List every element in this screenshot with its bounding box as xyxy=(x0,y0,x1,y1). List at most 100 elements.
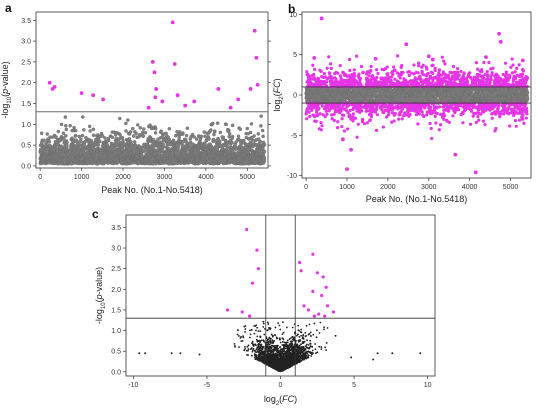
background-point xyxy=(525,90,530,95)
background-point xyxy=(136,123,140,127)
significant-point xyxy=(52,84,57,89)
background-point xyxy=(64,127,69,132)
background-point xyxy=(237,137,241,142)
significant-point xyxy=(172,62,177,66)
background-point xyxy=(252,134,256,138)
background-point xyxy=(65,140,69,145)
plot-frame-a xyxy=(35,11,269,169)
background-point xyxy=(259,114,263,118)
background-point xyxy=(161,142,166,147)
background-point xyxy=(61,131,66,135)
fc-point xyxy=(329,66,333,71)
significant-point xyxy=(150,60,155,64)
significant-point xyxy=(236,97,241,102)
y-axis-label-a-part: ) xyxy=(0,61,10,64)
fc-point xyxy=(468,122,473,126)
chart-a: 0 1000 2000 3000 4000 50000.00.51.01.52.02.53… xyxy=(0,11,271,195)
background-point xyxy=(63,115,68,119)
significant-point xyxy=(254,55,259,60)
background-point xyxy=(140,130,145,135)
significant-point xyxy=(216,87,221,91)
y-tick-label: 1.0 xyxy=(21,122,31,129)
fc-point xyxy=(369,64,373,69)
background-point xyxy=(120,135,125,140)
background-point xyxy=(258,139,262,144)
x-tick-label: 1000 xyxy=(74,174,90,181)
background-point xyxy=(80,133,85,138)
x-tick-label: 5000 xyxy=(239,174,255,181)
y-tick-label: 0.0 xyxy=(21,163,31,170)
fc-point xyxy=(330,113,334,117)
significant-point xyxy=(160,99,165,104)
background-point xyxy=(181,131,185,135)
background-point xyxy=(177,136,181,140)
background-point xyxy=(103,136,107,140)
background-point xyxy=(64,123,68,128)
y-tick-label: 2.5 xyxy=(21,59,31,66)
background-point xyxy=(224,122,228,127)
significant-point xyxy=(154,87,159,91)
background-point xyxy=(212,132,216,137)
background-point xyxy=(262,158,267,162)
significant-point xyxy=(252,28,257,33)
background-point xyxy=(110,135,115,140)
fc-point xyxy=(459,69,463,73)
background-point xyxy=(230,134,235,139)
background-point xyxy=(218,130,223,135)
background-point xyxy=(82,128,86,132)
background-point xyxy=(153,131,158,135)
background-point xyxy=(89,138,94,143)
background-point xyxy=(225,144,230,149)
background-point xyxy=(59,122,64,127)
background-point xyxy=(230,141,234,145)
background-point xyxy=(56,129,61,134)
significant-point xyxy=(248,87,253,91)
background-point xyxy=(199,134,204,139)
background-point xyxy=(143,130,148,135)
background-point xyxy=(96,143,101,147)
background-point xyxy=(118,116,122,121)
background-point xyxy=(211,139,216,143)
background-point xyxy=(128,130,133,134)
background-point xyxy=(236,134,241,138)
background-point xyxy=(47,140,52,144)
significant-point xyxy=(183,103,188,108)
fc-point xyxy=(518,118,522,122)
background-point xyxy=(91,133,96,138)
background-point xyxy=(72,125,76,130)
fc-point xyxy=(311,63,315,67)
background-point xyxy=(141,134,146,138)
y-tick-label: 3.5 xyxy=(21,18,31,25)
background-point xyxy=(202,130,206,134)
x-axis-label-a-part: Peak No. (No.1-No.5418) xyxy=(101,185,203,195)
background-point xyxy=(525,96,530,101)
fc-point xyxy=(487,60,491,65)
points-b xyxy=(304,16,530,175)
background-point xyxy=(132,140,137,144)
significant-point xyxy=(153,95,158,100)
background-point xyxy=(261,134,265,139)
fc-point xyxy=(327,55,331,59)
background-point xyxy=(124,121,128,126)
x-tick-label: 2000 xyxy=(115,174,131,181)
significant-point xyxy=(91,93,96,98)
fc-point xyxy=(320,124,324,128)
y-axis-label-a-part: -value xyxy=(0,64,10,89)
fc-point xyxy=(443,62,447,66)
background-point xyxy=(65,145,69,149)
significant-point xyxy=(101,97,106,102)
background-point xyxy=(207,137,211,141)
background-point xyxy=(124,129,128,133)
fc-point xyxy=(438,123,443,127)
fc-point xyxy=(338,74,343,78)
fc-point xyxy=(340,117,344,121)
background-point xyxy=(167,127,172,131)
background-point xyxy=(248,130,253,135)
background-point xyxy=(203,134,207,139)
background-point xyxy=(194,137,199,141)
fc-point xyxy=(524,116,528,120)
y-tick-label: 1.5 xyxy=(21,101,31,108)
background-point xyxy=(260,128,265,133)
background-point xyxy=(209,128,213,132)
